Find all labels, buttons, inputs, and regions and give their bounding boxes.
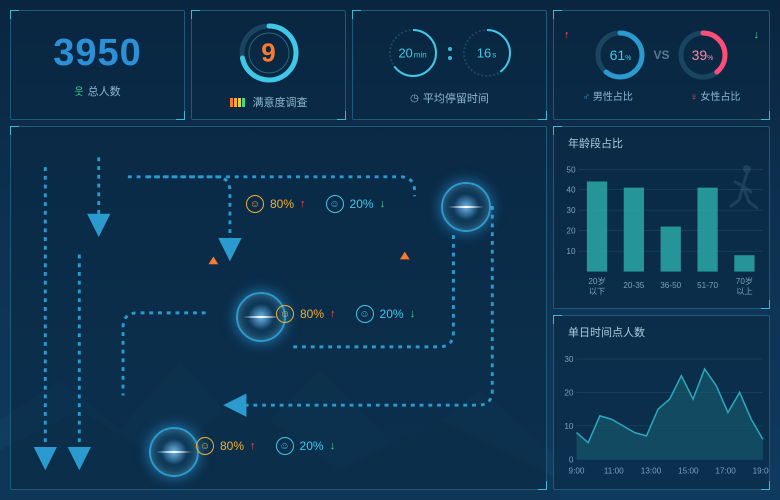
svg-text:10: 10	[564, 422, 574, 431]
neutral-face-icon: ☺	[326, 195, 344, 213]
svg-text:20-35: 20-35	[623, 281, 644, 290]
neutral-pct: 20%	[300, 439, 324, 453]
male-ring: 61%	[593, 28, 647, 82]
time-chart-title: 单日时间点人数	[568, 324, 645, 340]
arrow-up-icon: ↑	[250, 440, 256, 452]
svg-text:20: 20	[564, 389, 574, 398]
arrow-up-icon: ↑	[330, 308, 336, 320]
age-chart-title: 年龄段占比	[568, 135, 623, 151]
runner-icon	[725, 162, 761, 212]
svg-text:20岁: 20岁	[588, 276, 605, 286]
flow-map-panel: ☺ 80% ↑ ☺ 20% ↓ ☺ 80% ↑ ☺ 20% ↓ ☺ 80% ↑ ☺ 20% ↓	[10, 126, 547, 490]
flow-canvas: ☺ 80% ↑ ☺ 20% ↓ ☺ 80% ↑ ☺ 20% ↓ ☺ 80% ↑ ☺ 20% ↓	[21, 137, 536, 479]
happy-pct: 80%	[300, 307, 324, 321]
neutral-pct: 20%	[380, 307, 404, 321]
happy-pct: 80%	[270, 197, 294, 211]
flow-stat-row: ☺ 80% ↑ ☺ 20% ↓	[196, 437, 335, 455]
svg-text:13:00: 13:00	[641, 467, 662, 476]
clock-icon: ◷	[410, 93, 419, 104]
time-line-chart: 0 10 20 30 9:00 11:00 13:00 15:00 17:00 19:00	[554, 344, 769, 489]
total-value: 3950	[53, 32, 142, 75]
svg-text:9:00: 9:00	[569, 467, 585, 476]
flow-stat-row: ☺ 80% ↑ ☺ 20% ↓	[246, 195, 385, 213]
arrow-down-icon: ↓	[380, 198, 386, 210]
female-label: ♀ 女性占比	[690, 88, 740, 103]
flow-stat-row: ☺ 80% ↑ ☺ 20% ↓	[276, 305, 415, 323]
arrow-down-icon: ↓	[330, 440, 336, 452]
vs-label: VS	[653, 48, 669, 62]
svg-text:20: 20	[566, 227, 576, 236]
satisfaction-gauge: 9	[236, 20, 302, 86]
stay-label: ◷ 平均停留时间	[410, 90, 489, 106]
total-label: 웃 总人数	[74, 83, 120, 99]
satisfaction-value: 9	[261, 38, 275, 69]
flow-node	[441, 182, 491, 232]
time-chart-panel: 单日时间点人数 0 10 20 30 9:00 11:00 13:00 15:00 17:00 1…	[553, 315, 770, 490]
svg-text:11:00: 11:00	[604, 467, 624, 476]
age-chart-panel: 年龄段占比 10 20 30 40 50 20岁以下 20-35 36-50 51-70 70岁以…	[553, 126, 770, 309]
arrow-down-icon: ↓	[410, 308, 416, 320]
satisfaction-label: 满意度调查	[230, 94, 308, 110]
neutral-face-icon: ☺	[356, 305, 374, 323]
female-ring: 39%	[676, 28, 730, 82]
gender-card: ↑ ↓ 61% VS 39% ♂ 男性占比 ♀ 女性占比	[553, 10, 770, 120]
neutral-pct: 20%	[350, 197, 374, 211]
svg-text:51-70: 51-70	[697, 281, 718, 290]
stay-seconds-ring: 16s	[458, 24, 516, 82]
svg-text:10: 10	[566, 247, 576, 256]
svg-text:40: 40	[566, 186, 576, 195]
arrow-up-icon: ↑	[300, 198, 306, 210]
male-icon: ♂	[583, 92, 591, 103]
stay-time-card: 20min 16s ◷ 平均停留时间	[352, 10, 547, 120]
svg-text:以下: 以下	[589, 287, 605, 296]
happy-face-icon: ☺	[196, 437, 214, 455]
happy-face-icon: ☺	[246, 195, 264, 213]
male-arrow-up-icon: ↑	[564, 29, 570, 41]
svg-text:36-50: 36-50	[660, 281, 681, 290]
stay-minutes-ring: 20min	[384, 24, 442, 82]
svg-text:0: 0	[569, 456, 574, 465]
svg-text:50: 50	[566, 165, 576, 174]
svg-text:17:00: 17:00	[715, 467, 736, 476]
male-label: ♂ 男性占比	[583, 88, 633, 103]
person-icon: 웃	[74, 83, 83, 98]
happy-face-icon: ☺	[276, 305, 294, 323]
svg-text:15:00: 15:00	[678, 467, 699, 476]
female-arrow-down-icon: ↓	[754, 29, 760, 41]
svg-text:30: 30	[566, 206, 576, 215]
svg-text:以上: 以上	[736, 287, 752, 296]
neutral-face-icon: ☺	[276, 437, 294, 455]
svg-text:19:00: 19:00	[753, 467, 769, 476]
satisfaction-bars-icon	[230, 98, 245, 107]
svg-text:70岁: 70岁	[736, 276, 753, 286]
happy-pct: 80%	[220, 439, 244, 453]
total-people-card: 3950 웃 总人数	[10, 10, 185, 120]
female-icon: ♀	[690, 92, 698, 103]
colon-icon	[448, 47, 452, 60]
svg-text:30: 30	[564, 355, 574, 364]
satisfaction-card: 9 满意度调查	[191, 10, 346, 120]
flow-node	[149, 427, 199, 477]
